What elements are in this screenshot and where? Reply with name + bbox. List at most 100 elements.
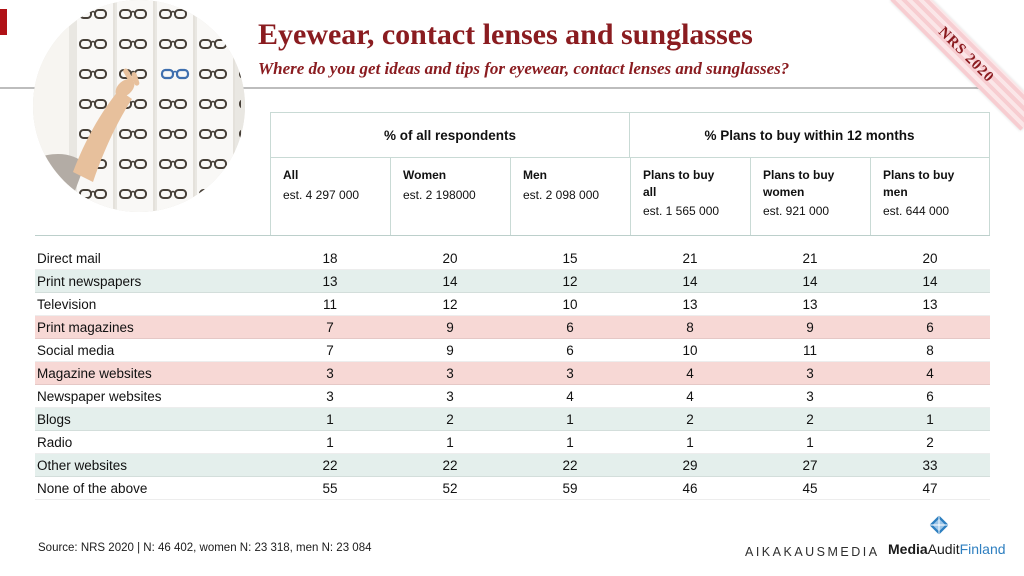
cell-plans-men: 14 [922,273,938,289]
cell-plans-men: 47 [922,480,938,496]
cell-all: 13 [322,273,338,289]
column-label: Plans to buy all [643,168,715,199]
accent-bar [0,9,7,35]
group-header-respondents: % of all respondents [270,112,630,158]
cell-men: 1 [566,434,574,450]
row-label: Television [37,296,97,312]
table-group-header-row: % of all respondents % Plans to buy with… [35,112,990,158]
aikakausmedia-logo: AIKAKAUSMEDIA [745,545,880,559]
cell-plans-men: 20 [922,250,938,266]
media-audit-finland-diamond-icon [928,514,950,536]
cell-plans-all: 46 [682,480,698,496]
cell-women: 3 [446,388,454,404]
cell-plans-all: 1 [686,434,694,450]
cell-men: 6 [566,342,574,358]
cell-all: 3 [326,365,334,381]
row-label: Other websites [37,457,128,473]
cell-plans-all: 8 [686,319,694,335]
cell-all: 7 [326,319,334,335]
table-body: Direct mail 18 20 15 21 21 20 Print news… [35,236,990,500]
column-header-plans-women: Plans to buy women est. 921 000 [750,158,870,235]
cell-women: 12 [442,296,458,312]
table-row: Social media 7 9 6 10 11 8 [35,339,990,362]
column-label: Plans to buy men [883,168,955,199]
cell-plans-all: 13 [682,296,698,312]
column-estimate: est. 1 565 000 [643,204,720,218]
cell-women: 22 [442,457,458,473]
column-label: Women [403,168,447,182]
cell-all: 55 [322,480,338,496]
column-header-plans-all: Plans to buy all est. 1 565 000 [630,158,750,235]
cell-plans-men: 6 [926,319,934,335]
cell-plans-women: 45 [802,480,818,496]
media-audit-finland-logo: MediaAuditFinland [888,541,1006,557]
cell-plans-all: 14 [682,273,698,289]
cell-plans-men: 6 [926,388,934,404]
cell-women: 2 [446,411,454,427]
cell-men: 10 [562,296,578,312]
column-estimate: est. 2 098 000 [523,187,600,202]
cell-plans-women: 3 [806,388,814,404]
cell-plans-all: 29 [682,457,698,473]
table-row: Magazine websites 3 3 3 4 3 4 [35,362,990,385]
cell-plans-all: 4 [686,365,694,381]
title-block: Eyewear, contact lenses and sunglasses W… [258,18,918,79]
cell-women: 3 [446,365,454,381]
column-estimate: est. 921 000 [763,204,830,218]
row-label: Print magazines [37,319,134,335]
cell-women: 1 [446,434,454,450]
cell-all: 11 [322,296,337,312]
logo-part-media: Media [888,541,928,557]
row-label: Social media [37,342,115,358]
column-label: Men [523,168,547,182]
cell-men: 59 [562,480,578,496]
table-row: Radio 1 1 1 1 1 2 [35,431,990,454]
row-label: Newspaper websites [37,388,162,404]
cell-plans-women: 2 [806,411,814,427]
cell-plans-men: 4 [926,365,934,381]
table-row: Television 11 12 10 13 13 13 [35,293,990,316]
row-label: Blogs [37,411,71,427]
survey-table: % of all respondents % Plans to buy with… [35,112,990,500]
table-row: Print magazines 7 9 6 8 9 6 [35,316,990,339]
eyewear-photo-graphic [33,0,245,212]
cell-men: 22 [562,457,578,473]
cell-men: 6 [566,319,574,335]
cell-plans-all: 2 [686,411,694,427]
column-header-women: Women est. 2 198000 [390,158,510,235]
cell-women: 9 [446,342,454,358]
cell-plans-men: 13 [922,296,938,312]
row-label: None of the above [37,480,148,496]
page-subtitle: Where do you get ideas and tips for eyew… [258,58,790,78]
cell-plans-men: 1 [926,411,934,427]
table-row: Other websites 22 22 22 29 27 33 [35,454,990,477]
cell-women: 52 [442,480,458,496]
cell-women: 20 [442,250,458,266]
page-title: Eyewear, contact lenses and sunglasses [258,18,753,51]
cell-men: 12 [562,273,578,289]
column-header-plans-men: Plans to buy men est. 644 000 [870,158,990,235]
cell-plans-all: 4 [686,388,694,404]
cell-plans-women: 3 [806,365,814,381]
table-row: None of the above 55 52 59 46 45 47 [35,477,990,500]
row-label: Print newspapers [37,273,142,289]
cell-all: 3 [326,388,334,404]
eyewear-photo [33,0,245,212]
cell-plans-women: 11 [802,342,817,358]
cell-men: 3 [566,365,574,381]
cell-all: 22 [322,457,338,473]
source-note: Source: NRS 2020 | N: 46 402, women N: 2… [38,542,372,554]
cell-women: 14 [442,273,458,289]
cell-plans-men: 8 [926,342,934,358]
table-row: Print newspapers 13 14 12 14 14 14 [35,270,990,293]
column-label: Plans to buy women [763,168,835,199]
column-header-all: All est. 4 297 000 [270,158,390,235]
cell-plans-men: 2 [926,434,934,450]
column-estimate: est. 644 000 [883,204,950,218]
cell-men: 1 [566,411,574,427]
column-estimate: est. 2 198000 [403,187,476,202]
cell-plans-women: 27 [802,457,818,473]
row-label: Radio [37,434,73,450]
cell-all: 1 [326,434,334,450]
